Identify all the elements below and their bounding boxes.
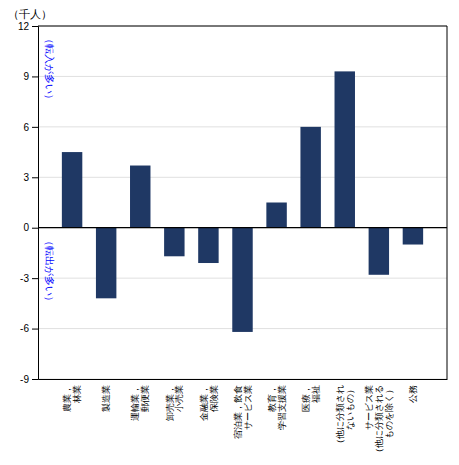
y-tick-label: -3 [20,273,29,284]
zero-line [38,227,447,228]
y-tick-label: 3 [23,172,29,183]
x-tick: 金融業，保険業 [199,379,219,421]
bar [62,152,82,228]
x-tick: 教育，学習支援業 [267,379,287,430]
x-tick-label-line: 公務 [408,385,418,403]
x-tick-label: 公務 [408,385,418,403]
y-tick: 12 [18,21,38,32]
grid-line [38,26,447,27]
x-tick-label-line: 農業， [62,385,72,412]
bars [62,71,423,332]
y-tick-mark [32,127,38,128]
x-tick: （他に分類されないもの） [335,379,355,448]
bar [198,228,218,263]
x-tick-label: サービス業（他に分類されるものを除く） [364,385,394,457]
grid-line [38,227,447,228]
bar [300,127,320,228]
x-tick-label-line: 学習支援業 [277,385,287,430]
x-tick: 運輸業，郵便業 [130,379,150,421]
x-axis-line [39,379,448,380]
x-tick-label-line: サービス業 [243,385,253,430]
frame-top [38,26,447,27]
x-axis: 農業，林業製造業運輸業，郵便業卸売業，小売業金融業，保険業宿泊業，飲食サービス業… [39,379,448,457]
x-tick-label: 宿泊業，飲食サービス業 [233,385,253,439]
y-tick-mark [32,177,38,178]
x-tick-label-line: 製造業 [101,385,111,412]
x-tick-label-line: 福祉 [311,385,321,403]
x-tick-label: （他に分類されないもの） [335,385,355,448]
x-tick-label-line: 林業 [72,385,82,404]
x-tick-label-line: 教育， [267,385,277,412]
x-tick-label-line: （他に分類され [335,385,345,448]
grid [38,26,447,379]
y-axis-line [32,27,39,380]
x-tick: 宿泊業，飲食サービス業 [233,379,253,439]
grid-line [38,177,447,178]
grid-line [38,379,447,380]
y-tick-label: 12 [18,21,30,32]
x-tick-label-line: 保険業 [209,385,219,412]
x-tick-label: 運輸業，郵便業 [130,385,150,421]
y-tick-mark [32,26,38,27]
bar [232,228,252,332]
x-tick-label-line: （他に分類される [374,385,384,457]
y-tick-mark [32,228,38,229]
x-tick-label-line: 小売業 [174,385,184,412]
x-tick-label-line: ものを除く） [384,385,394,439]
grid-line [38,126,447,127]
y-tick-label: 9 [23,71,29,82]
x-tick: 農業，林業 [62,379,82,412]
bar [369,228,389,275]
x-tick: 医療，福祉 [301,379,321,412]
x-tick-label: 製造業 [101,385,111,412]
chart: -9-6-3036912農業，林業製造業運輸業，郵便業卸売業，小売業金融業，保険… [0,0,459,465]
bar [130,166,150,228]
y-axis: -9 -6 -3 0 3 6 9 12 [18,21,39,385]
x-tick-label-line: 宿泊業，飲食 [233,385,243,439]
annotation: （転入が多い） [44,34,55,104]
y-tick: 3 [23,172,38,183]
y-tick: 6 [23,122,38,133]
x-tick: 製造業 [101,379,111,412]
y-tick-mark [32,76,38,77]
y-tick-label: -6 [20,323,29,334]
x-tick-label: 教育，学習支援業 [267,385,287,430]
x-tick-label: 卸売業，小売業 [165,385,185,421]
x-tick: 公務 [408,379,418,403]
y-tick-label: 0 [23,222,29,233]
y-tick: -6 [20,323,38,334]
bar [403,228,423,245]
y-tick: 0 [23,222,38,233]
x-tick-label-line: 運輸業， [130,385,140,421]
x-tick-label: 農業，林業 [62,385,82,412]
annotation: （転出が多い） [44,236,55,306]
y-tick: -9 [20,374,38,385]
y-tick-mark [32,278,38,279]
x-tick-label-line: 卸売業， [165,385,175,421]
y-label: （千人） [8,8,52,21]
grid-line [38,76,447,77]
y-tick-mark [32,329,38,330]
y-tick-label: -9 [20,374,29,385]
bar [164,228,184,257]
x-tick-label: 金融業，保険業 [199,385,219,421]
x-tick-label: 医療，福祉 [301,385,321,412]
y-tick: -3 [20,273,38,284]
x-tick: 卸売業，小売業 [165,379,185,421]
bar [266,203,286,228]
x-tick-label-line: 郵便業 [140,385,150,412]
x-tick: サービス業（他に分類されるものを除く） [364,379,394,457]
y-tick-mark [32,379,38,380]
frame-right [447,26,448,379]
bar [96,228,116,299]
x-tick-label-line: 医療， [301,385,311,412]
bar [335,71,355,227]
x-tick-label-line: ないもの） [345,385,355,430]
y-tick: 9 [23,71,38,82]
x-tick-label-line: 金融業， [199,385,209,421]
x-tick-label-line: サービス業 [364,385,374,430]
y-tick-label: 6 [23,122,29,133]
